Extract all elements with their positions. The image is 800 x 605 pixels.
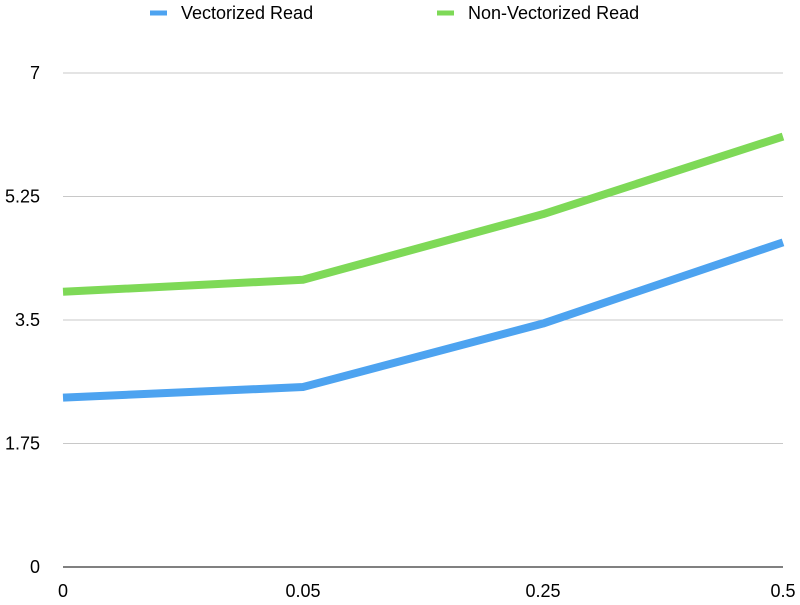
y-tick-label: 3.5 <box>15 310 40 330</box>
x-tick-label: 0.05 <box>285 581 320 600</box>
y-axis-ticks: 0 1.75 3.5 5.25 7 <box>5 63 40 577</box>
series-layer <box>62 132 785 402</box>
legend: Vectorized Read Non-Vectorized Read <box>150 3 639 23</box>
legend-label: Non-Vectorized Read <box>468 3 639 23</box>
series-line-0 <box>62 238 785 402</box>
x-tick-label: 0.5 <box>770 581 795 600</box>
x-tick-label: 0 <box>58 581 68 600</box>
series-line-1 <box>62 132 785 296</box>
y-tick-label: 7 <box>30 63 40 83</box>
y-tick-label: 5.25 <box>5 187 40 207</box>
y-tick-label: 1.75 <box>5 434 40 454</box>
x-axis-ticks: 0 0.05 0.25 0.5 <box>58 581 796 601</box>
legend-label: Vectorized Read <box>181 3 313 23</box>
x-tick-label: 0.25 <box>525 581 560 600</box>
grid-layer <box>63 72 783 568</box>
y-tick-label: 0 <box>30 557 40 577</box>
